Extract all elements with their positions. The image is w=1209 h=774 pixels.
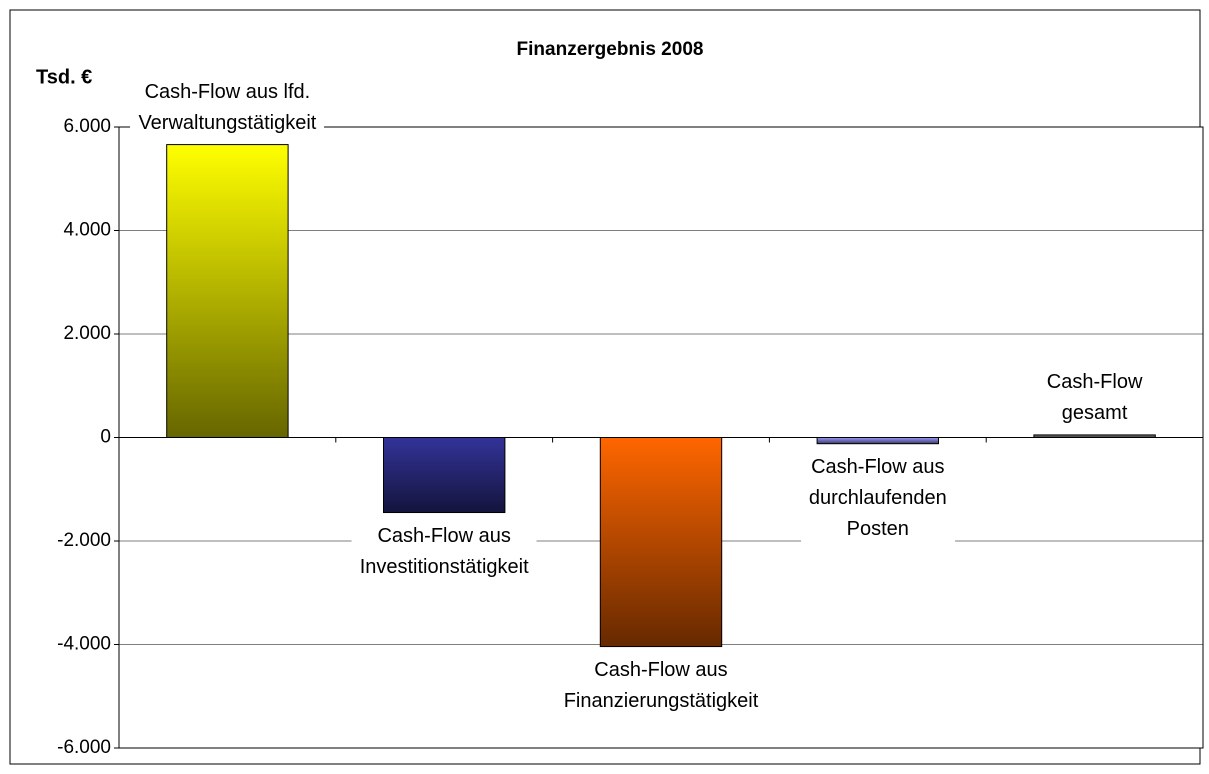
y-tick-label: -6.000 — [57, 737, 111, 758]
bar — [816, 437, 940, 445]
category-label: Cash-Flow aus lfd. Verwaltungstätigkeit — [130, 76, 325, 139]
category-label: Cash-Flow gesamt — [1038, 366, 1151, 429]
y-tick-label: -2.000 — [57, 530, 111, 551]
bar — [1033, 434, 1156, 439]
y-axis-label: Tsd. € — [36, 66, 92, 88]
category-label: Cash-Flow aus Investitionstätigkeit — [351, 520, 537, 583]
y-tick-label: 4.000 — [63, 220, 111, 241]
category-label: Cash-Flow aus Finanzierungstätigkeit — [555, 654, 767, 717]
bar — [599, 437, 723, 648]
bar — [382, 437, 506, 514]
y-tick-label: 2.000 — [63, 323, 111, 344]
y-tick-label: 0 — [100, 427, 111, 448]
y-tick-label: 6.000 — [63, 116, 111, 137]
chart-title: Finanzergebnis 2008 — [517, 39, 704, 60]
bar — [166, 144, 289, 438]
y-tick-label: -4.000 — [57, 634, 111, 655]
category-label: Cash-Flow aus durchlaufenden Posten — [800, 451, 955, 545]
